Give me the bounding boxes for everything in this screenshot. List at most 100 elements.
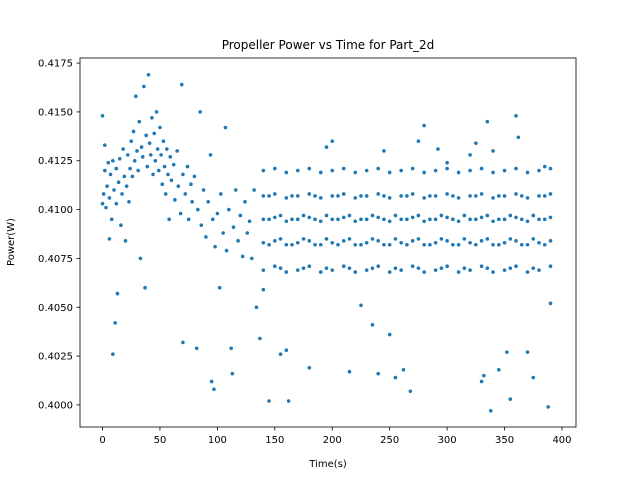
point bbox=[258, 336, 262, 341]
point bbox=[542, 164, 547, 169]
point bbox=[537, 268, 541, 272]
point bbox=[121, 147, 125, 151]
point bbox=[204, 235, 208, 239]
point bbox=[491, 149, 495, 153]
point bbox=[433, 194, 438, 198]
point bbox=[353, 242, 358, 247]
point bbox=[491, 270, 495, 274]
y-tick-label: 0.4000 bbox=[38, 400, 73, 411]
point bbox=[399, 194, 403, 198]
point bbox=[278, 352, 283, 356]
point bbox=[416, 213, 421, 218]
point bbox=[364, 194, 369, 198]
point bbox=[393, 237, 398, 241]
point bbox=[508, 266, 513, 270]
point bbox=[167, 217, 171, 222]
point bbox=[324, 237, 329, 241]
point bbox=[178, 211, 183, 216]
point bbox=[364, 268, 369, 272]
point bbox=[428, 242, 432, 247]
point bbox=[142, 84, 146, 89]
point bbox=[497, 367, 501, 372]
point bbox=[336, 194, 340, 198]
point bbox=[158, 125, 162, 130]
plot-area bbox=[100, 72, 553, 413]
point bbox=[410, 239, 415, 243]
point bbox=[416, 139, 421, 144]
point bbox=[387, 170, 392, 175]
point bbox=[166, 172, 170, 177]
point bbox=[103, 143, 107, 147]
point bbox=[261, 240, 266, 245]
point bbox=[116, 180, 121, 185]
point bbox=[307, 192, 312, 196]
point bbox=[224, 248, 229, 253]
point bbox=[353, 219, 358, 224]
point bbox=[198, 110, 202, 114]
point bbox=[468, 240, 472, 245]
point bbox=[267, 242, 271, 247]
point bbox=[273, 239, 277, 243]
point bbox=[129, 139, 134, 144]
point bbox=[359, 194, 363, 198]
point bbox=[143, 285, 147, 290]
point bbox=[318, 170, 323, 175]
point bbox=[145, 164, 150, 169]
point bbox=[227, 207, 231, 212]
point bbox=[273, 264, 277, 269]
point bbox=[152, 131, 157, 136]
point bbox=[115, 291, 120, 296]
point bbox=[519, 242, 524, 247]
chart-title: Propeller Power vs Time for Part_2d bbox=[222, 38, 435, 52]
point bbox=[341, 192, 346, 196]
point bbox=[376, 166, 380, 171]
point bbox=[163, 192, 168, 196]
point bbox=[393, 213, 398, 218]
point bbox=[113, 321, 117, 325]
point bbox=[514, 239, 518, 243]
point bbox=[176, 184, 181, 188]
point bbox=[445, 192, 449, 196]
y-axis-label: Power(W) bbox=[6, 218, 17, 266]
point bbox=[175, 149, 179, 153]
point bbox=[353, 270, 358, 274]
point bbox=[422, 242, 426, 247]
point bbox=[307, 166, 312, 171]
point bbox=[336, 242, 340, 247]
point bbox=[508, 237, 513, 241]
point bbox=[284, 242, 289, 247]
point bbox=[273, 215, 277, 220]
point bbox=[410, 192, 415, 196]
point bbox=[284, 219, 289, 224]
point bbox=[313, 242, 317, 247]
point bbox=[341, 239, 346, 243]
point bbox=[497, 194, 501, 198]
point bbox=[474, 242, 478, 247]
point bbox=[479, 215, 484, 220]
point bbox=[353, 170, 358, 175]
point bbox=[531, 237, 536, 241]
point bbox=[370, 213, 375, 218]
point bbox=[376, 371, 380, 376]
point bbox=[468, 217, 472, 222]
point bbox=[387, 219, 392, 224]
point bbox=[382, 242, 386, 247]
point bbox=[155, 147, 160, 151]
point bbox=[451, 242, 455, 247]
point bbox=[548, 166, 553, 171]
point bbox=[208, 153, 213, 157]
point bbox=[376, 215, 380, 220]
x-tick-label: 100 bbox=[208, 435, 227, 446]
point bbox=[364, 240, 369, 245]
point bbox=[387, 196, 392, 200]
point bbox=[179, 82, 184, 87]
point bbox=[185, 164, 190, 169]
point bbox=[410, 215, 415, 220]
point bbox=[233, 188, 238, 192]
point bbox=[347, 213, 352, 218]
point bbox=[221, 231, 225, 235]
point bbox=[508, 213, 513, 218]
point bbox=[134, 94, 138, 99]
point bbox=[382, 217, 386, 222]
point bbox=[514, 114, 518, 118]
